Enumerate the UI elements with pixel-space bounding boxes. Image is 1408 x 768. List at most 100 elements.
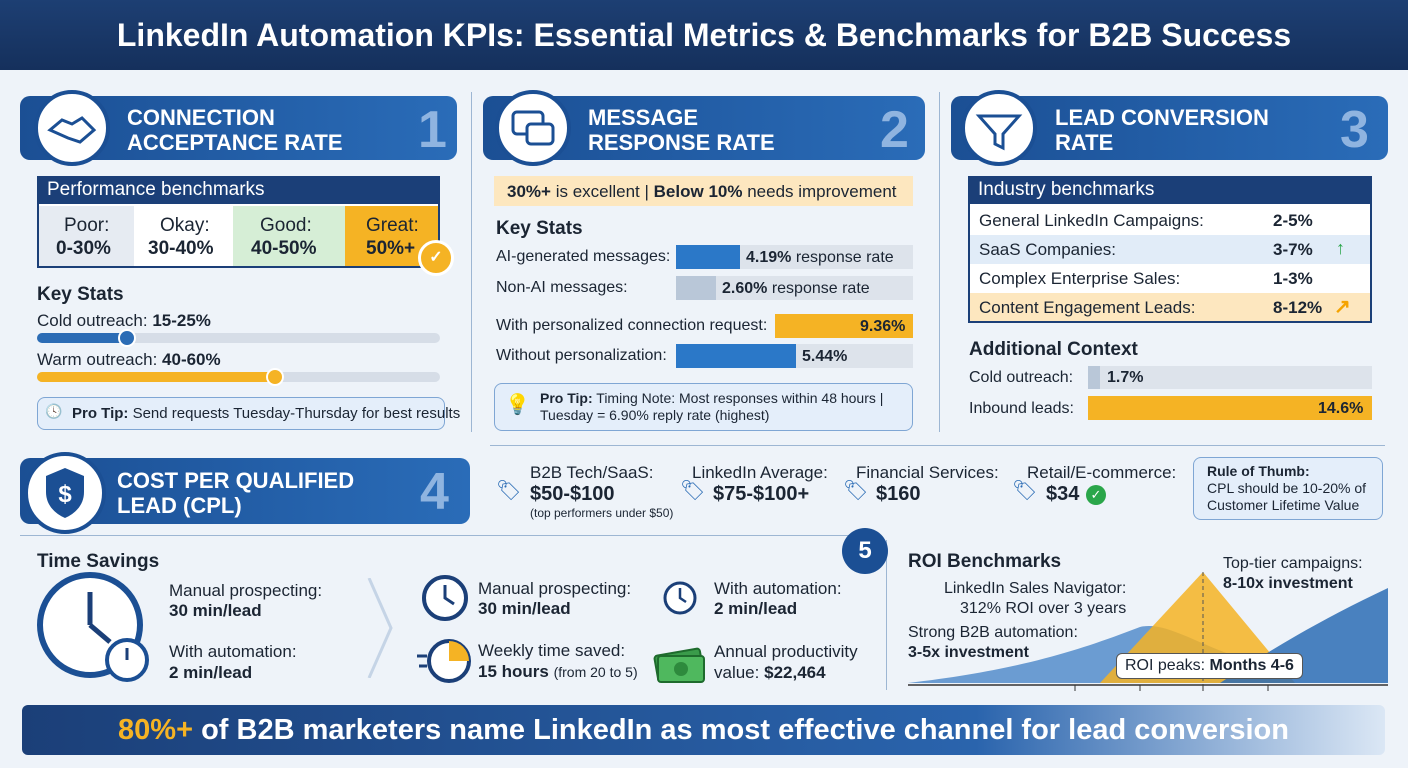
divider: [20, 535, 850, 536]
page-title: LinkedIn Automation KPIs: Essential Metr…: [0, 0, 1408, 70]
tag-icon: 🏷: [680, 480, 706, 502]
detail-label: With automation:: [714, 579, 842, 598]
context-title: Additional Context: [969, 339, 1138, 360]
tip-label: Pro Tip:: [72, 405, 129, 422]
clock-icon: 🕓: [45, 403, 63, 419]
bulb-icon: 💡: [505, 394, 530, 416]
stat-label: Cold outreach: 15-25%: [37, 311, 211, 331]
row-label: General LinkedIn Campaigns:: [979, 211, 1204, 230]
rule-title: Rule of Thumb:: [1207, 463, 1310, 479]
value: 312% ROI over 3 years: [960, 600, 1127, 617]
label: ROI peaks:: [1125, 657, 1206, 674]
context-label: Inbound leads:: [969, 400, 1074, 417]
rule-text: Customer Lifetime Value: [1207, 497, 1360, 513]
footer-text: of B2B marketers name LinkedIn as most e…: [201, 714, 1289, 746]
bar-label: 2.60% response rate: [722, 280, 870, 298]
rule-box: [1193, 457, 1383, 520]
clock-illustration: [37, 572, 149, 682]
icon-shape: [46, 468, 84, 518]
section-title: LEAD (CPL): [117, 493, 242, 518]
detail-label: Weekly time saved:: [478, 641, 626, 660]
funnel-icon: [961, 90, 1037, 166]
bar: [1088, 396, 1372, 420]
footer-highlight: 80%+: [118, 714, 194, 746]
time-label: With automation:: [169, 642, 297, 661]
label: Strong B2B automation:: [908, 624, 1078, 641]
label: Top-tier campaigns:: [1223, 555, 1363, 572]
detail-label: Manual prospecting:: [478, 579, 632, 598]
cpl-label: B2B Tech/SaaS:: [530, 463, 654, 482]
annotation: Strong B2B automation: 3-5x investment: [908, 623, 1078, 663]
detail-value: 30 min/lead: [478, 599, 571, 618]
annotation-badge: ROI peaks: Months 4-6: [1116, 653, 1303, 679]
cpl-note: (top performers under $50): [530, 506, 674, 520]
icon-shape: [975, 114, 1023, 151]
icon: $: [46, 468, 84, 518]
track-fill: [37, 333, 127, 343]
tier-range: 40-50%: [251, 238, 317, 259]
tier-label: Okay:: [160, 215, 210, 236]
chevron: [367, 578, 393, 678]
bar-value: 1.7%: [1107, 369, 1144, 386]
annotation: Top-tier campaigns: 8-10x investment: [1223, 554, 1363, 594]
context-label: Cold outreach:: [969, 369, 1074, 386]
banner-bold: Below 10%: [653, 182, 743, 201]
divider: [886, 540, 887, 690]
slider-dot: [266, 368, 284, 386]
stat-label: Warm outreach: 40-60%: [37, 350, 221, 370]
row-bg: [970, 235, 1370, 264]
section-title: COST PER QUALIFIED: [117, 468, 355, 493]
shield-icon: $: [24, 452, 106, 534]
chevron-shape: [367, 578, 393, 678]
time-value: 2 min/lead: [169, 663, 253, 682]
annotation: LinkedIn Sales Navigator: 312% ROI over 3…: [938, 579, 1126, 619]
check-icon: ✓: [418, 240, 454, 276]
bar-value: 5.44%: [802, 348, 848, 365]
trend-arrow: ↗: [1334, 296, 1351, 318]
box-header: Performance benchmarks: [37, 176, 440, 204]
banner: [494, 176, 913, 206]
cpl-label: Financial Services:: [856, 463, 999, 482]
bar-value: 9.36%: [860, 318, 906, 335]
footer-banner: 80%+ of B2B marketers name LinkedIn as m…: [22, 705, 1385, 755]
tip-text: Timing Note: Most responses within 48 ho…: [596, 390, 884, 406]
value: 8-10x investment: [1223, 575, 1353, 592]
suffix: response rate: [795, 249, 894, 266]
label: value:: [714, 663, 760, 682]
clock-wedge: [449, 641, 469, 661]
tier-range: 0-30%: [56, 238, 111, 259]
cpl-value: $75-$100+: [713, 483, 810, 505]
tip: Pro Tip: Send requests Tuesday-Thursday …: [72, 405, 460, 422]
tip-label: Pro Tip:: [540, 390, 593, 406]
stat-label: With personalized connection request:: [496, 317, 768, 334]
rule: Rule of Thumb: CPL should be 10-20% of Cus…: [1207, 463, 1366, 514]
banner-span: needs improvement: [747, 182, 897, 201]
section-title: ACCEPTANCE RATE: [127, 130, 343, 155]
row-label: Content Engagement Leads:: [979, 298, 1196, 317]
row-value: 2-5%: [1273, 211, 1313, 230]
detail-label: Annual productivity value: $22,464: [714, 641, 858, 683]
section-number: 4: [420, 463, 449, 521]
note: (from 20 to 5): [553, 664, 638, 680]
track: [37, 333, 440, 343]
tip-box: [37, 397, 445, 430]
bar: [676, 344, 796, 368]
label: Warm outreach:: [37, 350, 158, 369]
roi-title: ROI Benchmarks: [908, 551, 1062, 572]
tag-icon: 🏷: [1012, 480, 1038, 502]
bar: [1088, 366, 1100, 389]
tier-cell: [39, 206, 134, 266]
tip-text: Send requests Tuesday-Thursday for best …: [132, 405, 461, 422]
suffix: response rate: [771, 280, 870, 297]
check-icon: ✓: [1086, 485, 1106, 505]
divider: [939, 92, 940, 432]
divider: [490, 445, 1385, 446]
tier-range: 50%+: [366, 238, 416, 259]
detail-value: 15 hours (from 20 to 5): [478, 662, 638, 682]
bar: [676, 245, 740, 269]
section-number: 1: [418, 101, 447, 159]
detail-value: 2 min/lead: [714, 599, 798, 618]
cpl-value: $160: [876, 483, 921, 505]
value: Months 4-6: [1209, 657, 1294, 674]
